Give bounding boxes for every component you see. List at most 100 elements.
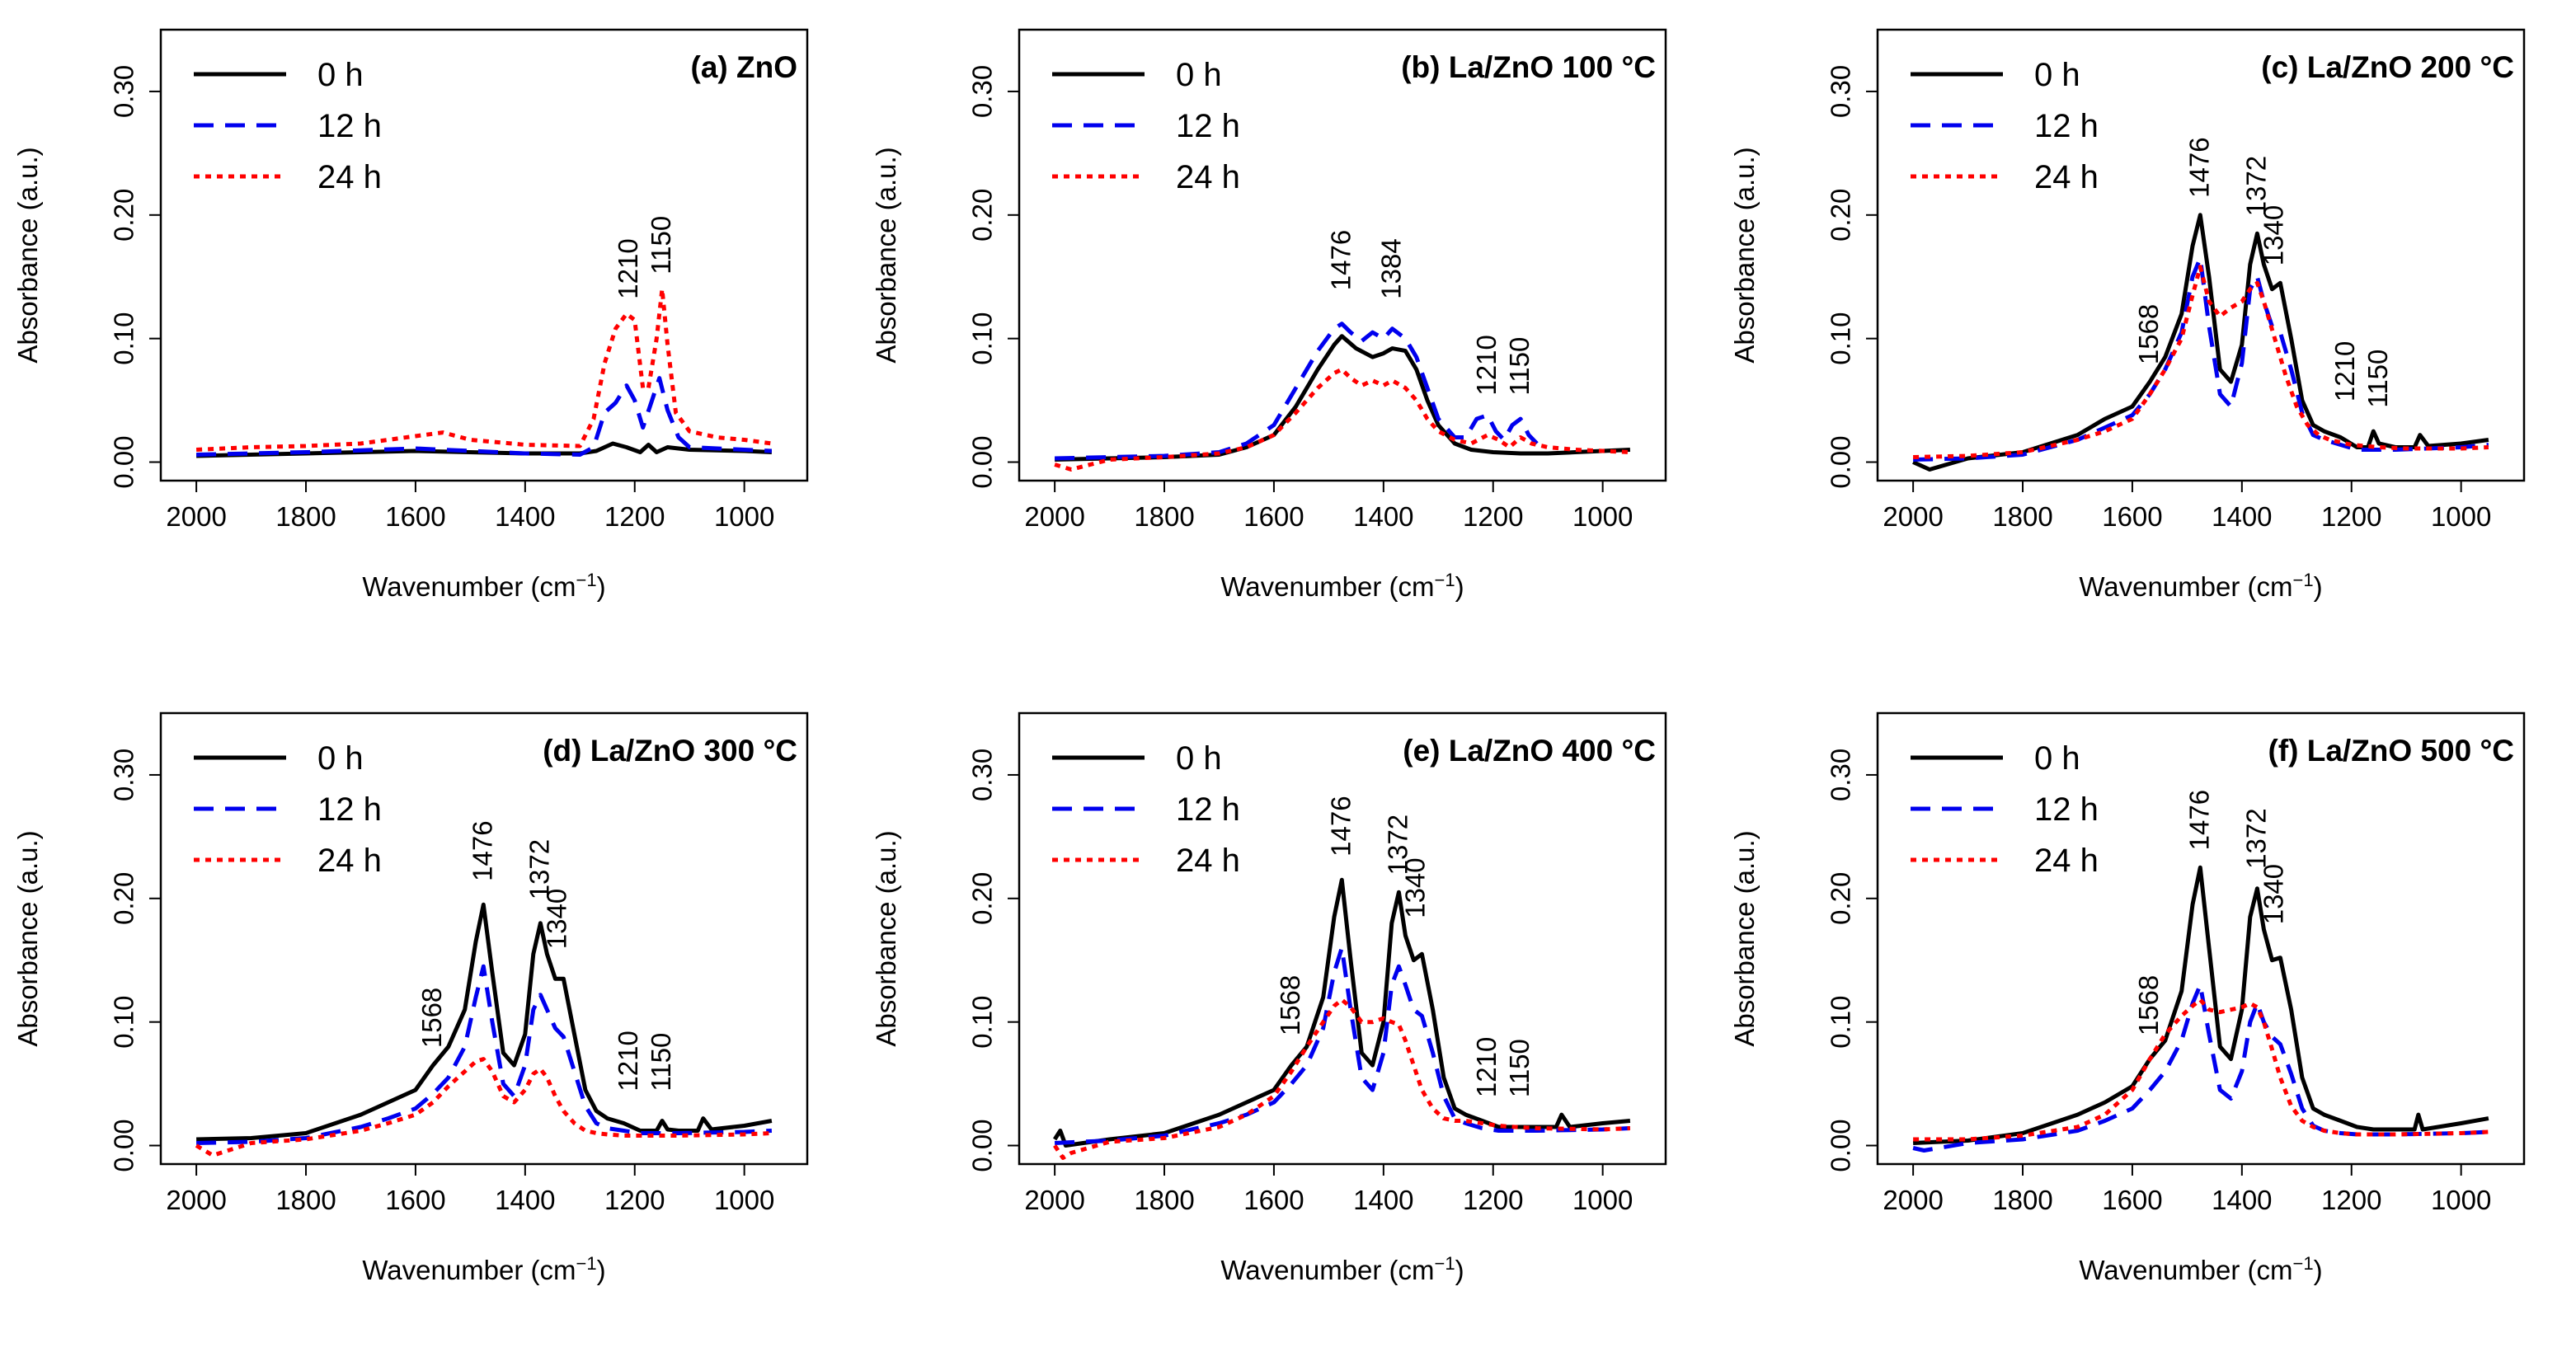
panel-title: (d) La/ZnO 300 °C [543,734,797,768]
x-tick-label: 1000 [1572,501,1633,532]
legend-label: 12 h [2034,791,2099,828]
x-tick-label: 1000 [2431,1185,2491,1215]
peak-label: 1568 [1275,975,1305,1035]
y-tick-label: 0.10 [1826,312,1856,365]
series-group [1054,322,1631,472]
y-tick-label: 0.10 [967,312,998,365]
x-tick-label: 2000 [1024,1185,1084,1215]
series-line-12h [1055,322,1539,461]
peak-label: 1210 [1471,335,1502,395]
series-line-0h [1912,865,2489,1145]
legend-label: 0 h [1176,740,1222,777]
y-tick-label: 0.10 [109,312,139,365]
x-axis-title: Wavenumber (cm−1) [2079,570,2322,603]
y-tick-label: 0.20 [1826,189,1856,242]
legend-label: 12 h [2034,108,2099,144]
peak-label: 1372 [524,839,554,899]
y-tick-label: 0.30 [967,65,998,118]
peak-label: 1372 [2240,808,2271,868]
peak-label: 1210 [2329,341,2360,401]
x-tick-label: 1000 [2431,501,2491,532]
panel-title: (e) La/ZnO 400 °C [1403,734,1656,768]
y-tick-label: 0.20 [109,189,139,242]
x-tick-label: 2000 [166,501,226,532]
peak-label: 1476 [467,820,497,880]
x-tick-label: 1200 [2321,1185,2381,1215]
peak-label: 1210 [613,1031,643,1091]
panel-a: 2000 1800 1600 1400 1200 1000 0.00 0.10 0.20 0.30… [0,0,858,683]
panel-title: (c) La/ZnO 200 °C [2261,50,2514,84]
y-axis-title: Absorbance (a.u.) [1729,147,1760,363]
x-tick-label: 2000 [1883,1185,1943,1215]
peak-label: 1568 [2133,304,2164,364]
y-axis-title: Absorbance (a.u.) [1729,830,1760,1046]
series-line-0h [196,902,773,1142]
x-tick-label: 1800 [275,1185,336,1215]
y-tick-label: 0.30 [1826,65,1856,118]
series-group [1912,213,2489,472]
y-tick-label: 0.10 [109,996,139,1049]
panel-f: 2000 1800 1600 1400 1200 1000 0.00 0.10 0.20 0.30… [1717,683,2575,1367]
panel-title: (f) La/ZnO 500 °C [2268,734,2515,768]
panel-b: 2000 1800 1600 1400 1200 1000 0.00 0.10 0.20 0.30… [858,0,1717,683]
series-line-24h [1054,367,1631,472]
series-line-24h [1053,998,1631,1160]
series-line-12h [1054,946,1631,1145]
legend-label: 12 h [1176,791,1240,828]
peak-label: 1384 [1375,238,1406,298]
y-tick-label: 0.20 [109,872,139,925]
x-tick-label: 2000 [166,1185,226,1215]
plot-frame [1876,711,2526,1166]
x-tick-label: 1600 [1243,501,1304,532]
peak-label: 1476 [2183,137,2214,197]
x-tick-label: 1000 [714,1185,774,1215]
legend-label: 0 h [317,57,364,93]
x-tick-label: 1600 [2102,1185,2162,1215]
x-tick-label: 1800 [1992,1185,2052,1215]
x-tick-label: 1200 [604,1185,665,1215]
series-line-12h [196,376,773,457]
x-tick-label: 1400 [2212,501,2272,532]
x-tick-label: 1000 [1572,1185,1633,1215]
peak-label: 1210 [1471,1037,1502,1097]
peak-label: 1340 [2259,864,2289,924]
peak-label: 1568 [2133,975,2164,1035]
y-tick-label: 0.00 [1826,435,1856,488]
x-tick-label: 1600 [2102,501,2162,532]
x-axis-title: Wavenumber (cm−1) [1220,1253,1464,1286]
peak-label: 1476 [2183,790,2214,850]
panel-c-svg: 2000 1800 1600 1400 1200 1000 0.00 0.10 0.20 0.30… [1729,28,2526,603]
x-tick-label: 1400 [495,1185,555,1215]
panel-d-svg: 2000 1800 1600 1400 1200 1000 0.00 0.10 0.20 0.30… [12,711,809,1285]
series-group [1912,865,2489,1153]
x-tick-label: 1200 [2321,501,2381,532]
legend-label: 12 h [1176,108,1240,144]
peak-label: 1210 [613,238,643,298]
x-tick-label: 1600 [385,1185,445,1215]
x-tick-label: 1200 [1463,1185,1523,1215]
peak-label: 1372 [1382,815,1413,875]
x-tick-label: 2000 [1883,501,1943,532]
y-tick-label: 0.00 [109,1119,139,1171]
y-tick-label: 0.00 [967,435,998,488]
y-tick-label: 0.10 [967,996,998,1049]
x-tick-label: 1600 [1243,1185,1304,1215]
peak-label: 1372 [2240,156,2271,216]
legend-label: 0 h [2034,740,2080,777]
peak-label: 1476 [1325,230,1356,290]
series-line-12h [1912,983,2489,1153]
legend-label: 24 h [317,159,382,195]
x-axis-title: Wavenumber (cm−1) [362,570,605,603]
peak-label: 1476 [1325,796,1356,856]
y-tick-label: 0.00 [967,1119,998,1171]
series-group [1052,877,1631,1160]
series-group [195,287,773,458]
x-tick-label: 1400 [1353,501,1413,532]
peak-label: 1340 [2259,205,2289,265]
y-tick-label: 0.20 [967,189,998,242]
panel-f-svg: 2000 1800 1600 1400 1200 1000 0.00 0.10 0.20 0.30… [1729,711,2526,1286]
y-axis-title: Absorbance (a.u.) [12,147,43,363]
legend-label: 12 h [317,791,382,828]
x-axis-title: Wavenumber (cm−1) [2079,1253,2322,1286]
